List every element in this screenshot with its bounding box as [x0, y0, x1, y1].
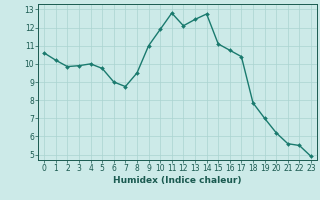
X-axis label: Humidex (Indice chaleur): Humidex (Indice chaleur): [113, 176, 242, 185]
